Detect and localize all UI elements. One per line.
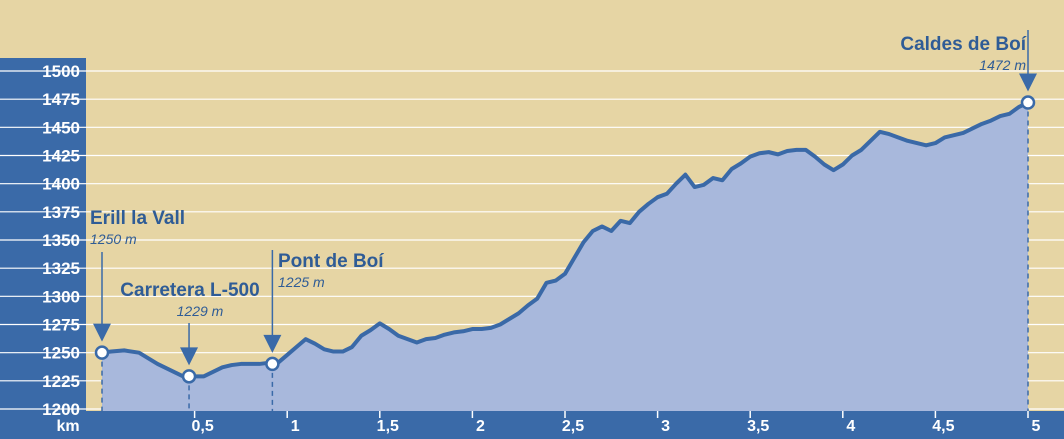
- y-tick-label: 1300: [42, 287, 80, 306]
- waypoint-marker: [1020, 95, 1036, 110]
- waypoint-markers: [101, 102, 1029, 411]
- annotation-arrow: [1019, 73, 1037, 92]
- y-tick-label: 1275: [42, 316, 80, 335]
- x-axis-band: [0, 411, 1064, 439]
- waypoint-annotations: Erill la Vall 1250 m Carretera L-500 1229 m…: [90, 30, 1037, 384]
- waypoint-name: Pont de Boí: [278, 251, 384, 272]
- x-axis-label: km: [56, 418, 79, 435]
- y-tick-labels: 1200 1225 1250 1275 1300 1325 1350 1375 1400 1425…: [42, 62, 80, 419]
- area-layer: [100, 100, 1030, 412]
- annotation-arrow: [180, 347, 199, 366]
- waypoint-name: Carretera L-500: [120, 280, 259, 301]
- waypoint-elevation: 1250 m: [90, 231, 137, 247]
- x-tick-label: 1,5: [377, 418, 399, 435]
- y-tick-label: 1475: [42, 90, 80, 109]
- waypoint-marker: [94, 345, 110, 360]
- waypoint-name: Erill la Vall: [90, 208, 185, 229]
- x-tick-label: 4,5: [932, 418, 954, 435]
- x-tick-label: 4: [846, 418, 855, 435]
- y-tick-label: 1200: [42, 400, 80, 419]
- y-tick-label: 1350: [42, 231, 80, 250]
- x-tick-label: 1: [291, 418, 300, 435]
- elevation-area: [102, 102, 1028, 412]
- x-tick-label: 3,5: [747, 418, 769, 435]
- x-tick-label: 5: [1032, 418, 1041, 435]
- y-tick-label: 1400: [42, 175, 80, 194]
- x-tick-label: 2: [476, 418, 485, 435]
- annotation-arrow: [93, 323, 111, 342]
- x-tick-label: 3: [661, 418, 670, 435]
- y-tick-label: 1250: [42, 344, 80, 363]
- waypoint-elevation: 1229 m: [177, 303, 224, 319]
- y-tick-label: 1325: [42, 259, 80, 278]
- y-tick-label: 1450: [42, 118, 80, 137]
- annotation-arrow: [263, 334, 282, 353]
- x-tick-label: 2,5: [562, 418, 584, 435]
- waypoint-elevation: 1225 m: [278, 274, 325, 290]
- y-tick-label: 1425: [42, 147, 80, 166]
- waypoint-marker: [181, 369, 197, 384]
- y-tick-label: 1225: [42, 372, 80, 391]
- x-tick-label: 0,5: [191, 418, 213, 435]
- y-tick-label: 1375: [42, 203, 80, 222]
- waypoint-elevation: 1472 m: [979, 57, 1026, 73]
- y-tick-label: 1500: [42, 62, 80, 81]
- waypoint-marker: [265, 356, 280, 372]
- x-tick-labels: 0,5 1 1,5 2 2,5 3 3,5 4 4,5 5: [191, 411, 1041, 435]
- waypoint-name: Caldes de Boí: [900, 34, 1026, 55]
